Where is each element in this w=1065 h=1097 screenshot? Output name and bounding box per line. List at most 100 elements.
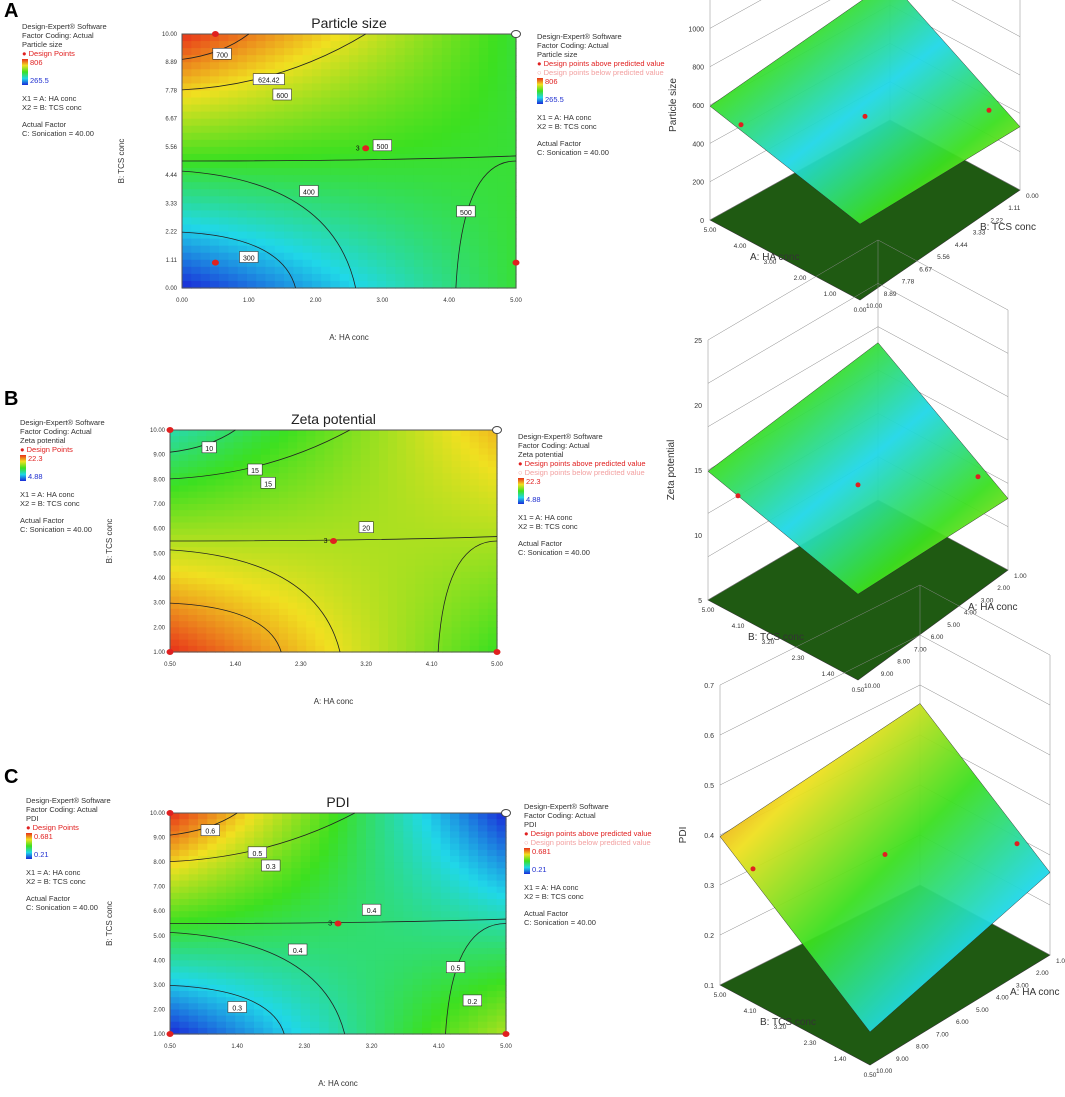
contour-cell [233, 516, 244, 524]
contour-cell [330, 41, 341, 49]
info-dp-label: Design Points [28, 49, 75, 58]
contour-cell [251, 448, 262, 456]
contour-cell [369, 590, 380, 598]
contour-cell [442, 590, 453, 598]
contour-cell [450, 954, 460, 961]
contour-cell [469, 97, 480, 106]
contour-cell [487, 1009, 498, 1017]
contour-cell [384, 984, 395, 992]
contour-cell [311, 111, 322, 120]
contour-cell [188, 886, 199, 894]
contour-cell [269, 448, 280, 456]
contour-cell [395, 196, 406, 204]
y-tick-label: 9.00 [153, 836, 165, 842]
contour-cell [293, 55, 304, 63]
contour-cell [378, 479, 389, 487]
contour-cell [423, 245, 434, 254]
contour-cell [478, 125, 489, 134]
contour-line [169, 984, 285, 1035]
contour-cell [487, 547, 498, 554]
contour-cell [315, 584, 326, 591]
contour-cell [237, 182, 248, 190]
contour-cell [376, 118, 387, 127]
contour-cell [397, 448, 407, 456]
contour-cell [256, 252, 267, 261]
contour-cell [269, 621, 280, 628]
contour-cell [179, 639, 189, 647]
contour-cell [310, 972, 320, 980]
contour-cell [366, 1015, 376, 1023]
contour-cell [423, 139, 434, 148]
contour-cell [369, 491, 380, 499]
contour-cell [442, 467, 453, 474]
contour-cell [451, 473, 462, 480]
contour-cell [478, 62, 489, 70]
contour-cell [310, 825, 320, 833]
colorbar-gradient [518, 478, 524, 504]
contour-cell [197, 541, 207, 548]
contour-cell [182, 252, 192, 261]
contour-cell [496, 837, 507, 845]
contour-cell [206, 430, 217, 437]
contour-cell [351, 627, 362, 635]
contour-label-box [358, 521, 374, 534]
contour-cell [450, 1015, 460, 1023]
contour-cell [460, 473, 471, 480]
surface-plot-3: 0.10.20.30.40.50.60.75.004.103.202.301.4… [678, 584, 1065, 1079]
contour-cell [170, 510, 180, 517]
contour-cell [342, 442, 353, 450]
contour-cell [432, 153, 443, 162]
contour-cell [310, 997, 320, 1004]
contour-cell [197, 485, 207, 493]
contour-cell [306, 460, 316, 468]
x-tick-label: 4.10 [426, 662, 438, 668]
contour-cell [328, 898, 339, 906]
contour-cell [321, 104, 332, 113]
floor-axis-label-1: B: TCS conc [748, 632, 804, 643]
contour-cell [200, 48, 211, 56]
contour-cell [433, 504, 444, 511]
contour-cell [242, 436, 253, 443]
contour-cell [487, 485, 498, 493]
contour-cell [272, 984, 283, 992]
contour-cell [188, 960, 199, 968]
contour-cell [378, 633, 389, 641]
info-below: ○ Design points below predicted value [537, 68, 664, 77]
contour-cell [351, 436, 362, 443]
contour-cell [274, 104, 285, 113]
contour-cell [328, 972, 339, 980]
contour-cell [263, 813, 274, 820]
contour-cell [460, 217, 471, 226]
contour-cell [469, 273, 480, 282]
contour-cell [197, 430, 207, 437]
contour-cell [442, 621, 453, 628]
contour-cell [207, 966, 218, 974]
contour-cell [263, 972, 274, 980]
contour-cell [403, 935, 414, 943]
contour-cell [188, 843, 199, 851]
contour-cell [188, 880, 199, 888]
contour-cell [451, 467, 462, 474]
contour-cell [209, 245, 220, 254]
contour-cell [191, 104, 202, 113]
contour-cell [487, 584, 498, 591]
contour-cell [442, 491, 453, 499]
contour-cell [321, 245, 332, 254]
contour-cell [469, 565, 480, 573]
contour-cell [311, 153, 322, 162]
contour-cell [339, 280, 350, 289]
contour-cell [216, 831, 227, 839]
contour-cell [237, 69, 248, 77]
contour-cell [182, 231, 192, 240]
contour-cell [376, 104, 387, 113]
contour-cell [188, 1003, 199, 1011]
contour-cell [347, 1015, 358, 1023]
contour-cell [188, 621, 198, 628]
contour-cell [282, 991, 292, 998]
contour-cell [235, 886, 246, 894]
contour-cell [209, 189, 220, 197]
contour-cell [215, 473, 226, 480]
y-tick-label: 4.00 [153, 576, 165, 582]
contour-cell [263, 892, 274, 900]
contour-cell [469, 639, 480, 647]
